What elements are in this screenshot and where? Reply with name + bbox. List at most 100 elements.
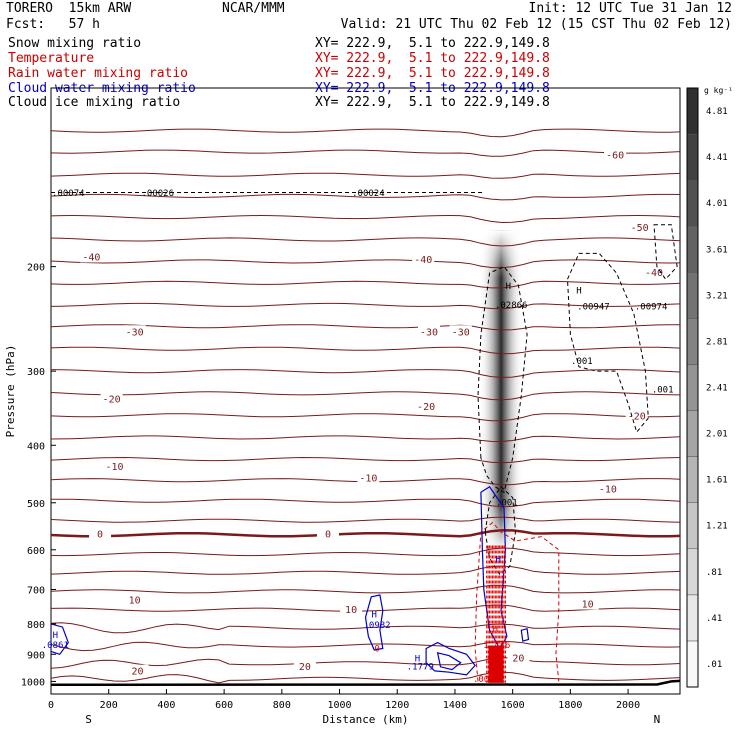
cloud-water-contour (480, 485, 508, 650)
temperature-contour-line (51, 547, 680, 557)
colorbar-segment (686, 456, 699, 503)
colorbar-segment (686, 318, 699, 365)
colorbar-label: 2.81 (706, 337, 728, 347)
temperature-contour-line (51, 498, 680, 508)
temperature-contour-line (51, 622, 680, 634)
x-tick-label: 2000 (616, 700, 640, 711)
temperature-label-mask (340, 603, 363, 616)
forecast-hour: Fcst: 57 h (6, 17, 100, 32)
snow-shading-fade (479, 230, 524, 550)
temperature-contour-line (51, 149, 680, 157)
temperature-label: -20 (628, 412, 646, 423)
field-xy-temperature: XY= 222.9, 5.1 to 222.9,149.8 (315, 51, 550, 66)
temperature-contour-line (51, 280, 680, 289)
rain-water-label: 1.446 (483, 641, 510, 651)
cloud-ice-label: H (506, 282, 511, 292)
temperature-contour-line (51, 302, 680, 310)
cloud-ice-contour (477, 265, 528, 494)
temperature-contour-line (51, 565, 680, 575)
x-tick-label: 0 (48, 700, 54, 711)
field-label-snow: Snow mixing ratio (8, 36, 142, 51)
colorbar-label: 2.01 (706, 430, 728, 440)
cloud-ice-label: .001 (652, 386, 674, 396)
north-label: N (654, 713, 661, 726)
temperature-contour-line (51, 214, 680, 224)
x-tick-label: 800 (273, 700, 291, 711)
temperature-label: -10 (599, 485, 617, 496)
temperature-label-mask (643, 266, 666, 279)
temperature-contour-line (51, 657, 680, 669)
temperature-label: 0 (97, 529, 103, 540)
colorbar-segment (686, 364, 699, 411)
temperature-contour-line (51, 346, 680, 355)
colorbar-label: 3.61 (706, 245, 728, 255)
y-tick-label: 300 (27, 367, 45, 378)
temperature-label-mask (604, 148, 627, 161)
temperature-contour-line (51, 369, 680, 378)
rain-water-label: H (493, 625, 498, 635)
x-tick-label: 600 (215, 700, 233, 711)
cloud-water-contour (436, 651, 462, 671)
colorbar-segment (686, 410, 699, 457)
cloud-water-label: H (415, 654, 420, 664)
cloud-water-label: .0982 (363, 621, 390, 631)
cloud-water-label: H (496, 555, 501, 565)
temperature-label-mask (412, 253, 435, 266)
temperature-contour-line (51, 671, 680, 684)
temperature-label-mask (80, 250, 103, 263)
colorbar-segment (686, 179, 699, 227)
temperature-contour-line (51, 435, 680, 443)
colorbar-label: .01 (706, 660, 722, 670)
y-tick-label: 1000 (21, 677, 45, 688)
x-tick-label: 1800 (558, 700, 582, 711)
colorbar-label: .81 (706, 568, 722, 578)
model-title: TORERO 15km ARW (6, 1, 132, 16)
temperature-label-mask (293, 659, 316, 672)
colorbar-segment (686, 87, 699, 135)
temperature-label: -30 (452, 327, 470, 338)
cloud-water-label: H (53, 631, 58, 641)
y-tick-label: 700 (27, 586, 45, 597)
field-label-temperature: Temperature (8, 51, 95, 66)
colorbar-segment (686, 548, 699, 596)
field-label-cloud-ice: Cloud ice mixing ratio (8, 95, 181, 110)
cloud-water-contour (51, 623, 69, 656)
temperature-contour-line (51, 193, 680, 201)
temperature-contour-line (51, 584, 680, 594)
temperature-label-mask (576, 597, 599, 610)
colorbar-label: 1.21 (706, 522, 728, 532)
rain-water-label: .001 (473, 675, 495, 685)
colorbar-unit: g kg⁻¹ (704, 86, 733, 95)
temperature-label: 20 (299, 662, 311, 673)
x-tick-label: 200 (100, 700, 118, 711)
colorbar-label: 2.41 (706, 384, 728, 394)
temperature-label: -20 (417, 402, 435, 413)
temperature-label-mask (449, 325, 472, 338)
temperature-label: -40 (414, 255, 432, 266)
colorbar-frame (686, 87, 699, 688)
colorbar-segment (686, 594, 699, 642)
colorbar-label: 1.61 (706, 476, 728, 486)
temperature-label: -30 (126, 327, 144, 338)
x-tick-label: 1200 (385, 700, 409, 711)
temperature-contour-line (51, 237, 680, 247)
cloud-ice-label: .00974 (635, 302, 668, 312)
cloud-water-label: H (371, 610, 376, 620)
field-xy-snow: XY= 222.9, 5.1 to 222.9,149.8 (315, 36, 550, 51)
temperature-label: 0 (325, 529, 331, 540)
temperature-label-mask (123, 325, 146, 338)
plot-frame (50, 87, 681, 695)
colorbar-label: 4.41 (706, 153, 728, 163)
terrain-surface (50, 679, 681, 687)
y-tick-label: 900 (27, 650, 45, 661)
temperature-contour-line (51, 516, 680, 523)
cloud-ice-label: .00024 (352, 189, 385, 199)
temperature-label: -20 (103, 395, 121, 406)
y-tick-label: 200 (27, 263, 45, 274)
temperature-contour-line (51, 324, 680, 331)
temperature-label-mask (316, 527, 339, 540)
cloud-water-contour (364, 594, 384, 651)
temperature-label: -50 (631, 223, 649, 234)
cloud-ice-contour (484, 486, 517, 576)
